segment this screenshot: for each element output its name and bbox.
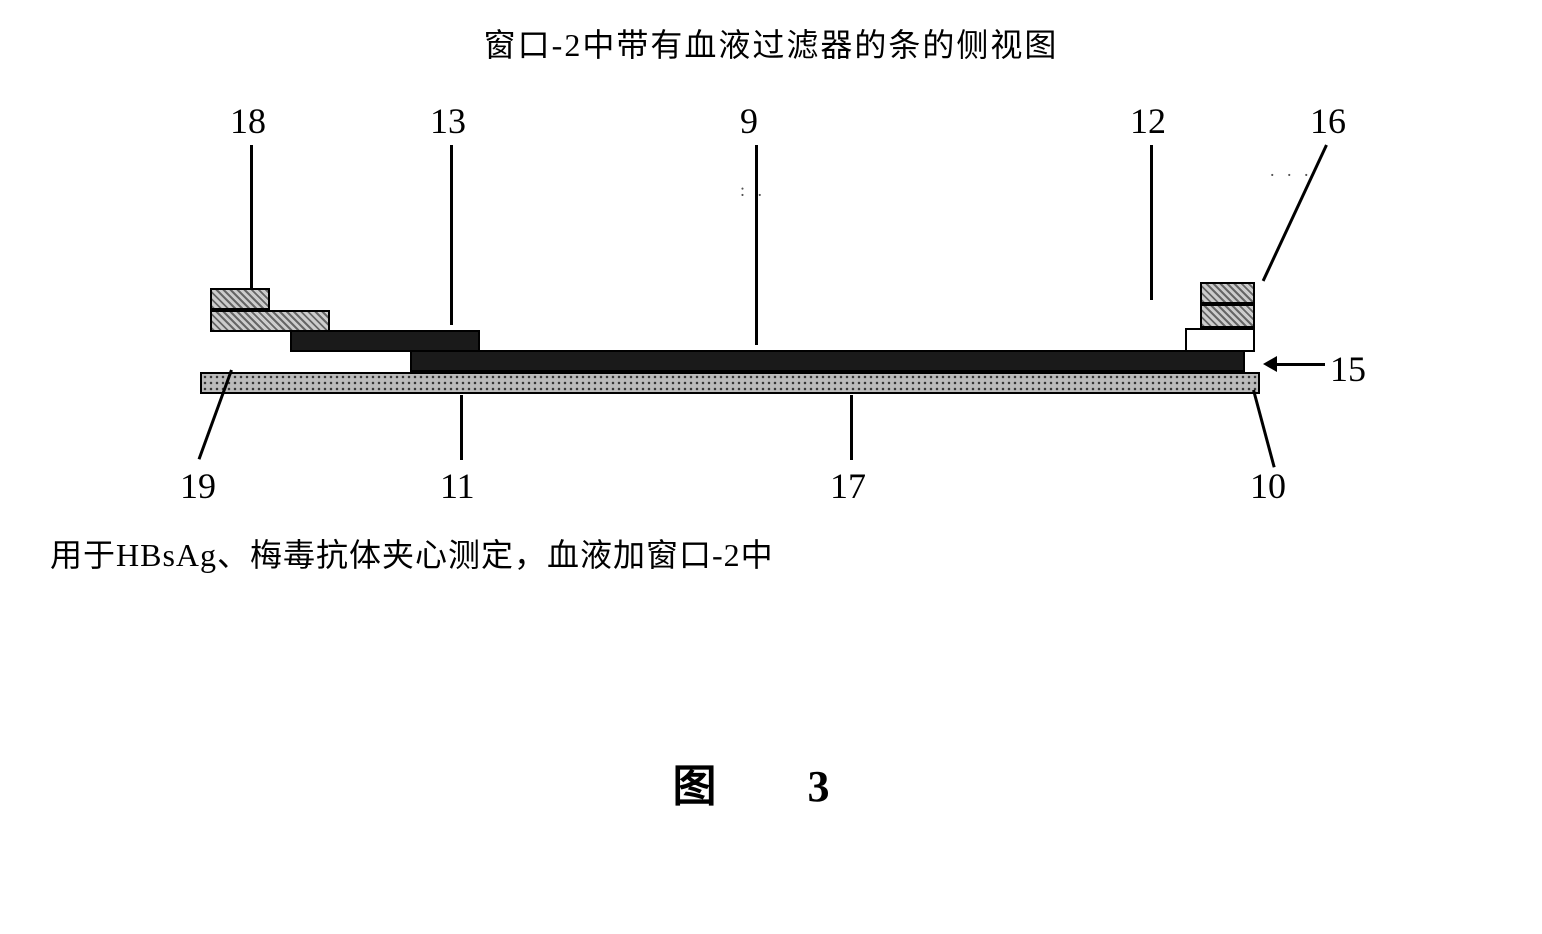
layer-block-left <box>210 288 270 310</box>
label-13: 13 <box>430 100 466 142</box>
layer-backing <box>200 372 1260 394</box>
diagram-area: 18 13 9 12 16 : . . . . 15 19 11 17 10 <box>180 100 1360 500</box>
strip <box>180 300 1360 400</box>
leader-10 <box>1252 390 1276 468</box>
diagram-caption: 用于HBsAg、梅毒抗体夹心测定，血液加窗口-2中 <box>50 530 774 576</box>
layer-sample-pad <box>210 310 330 332</box>
decorative-dots-2: . . . <box>1270 160 1313 181</box>
label-16: 16 <box>1310 100 1346 142</box>
leader-13 <box>450 145 453 325</box>
leader-11 <box>460 395 463 460</box>
label-12: 12 <box>1130 100 1166 142</box>
leader-12 <box>1150 145 1153 300</box>
layer-wick-right <box>1185 328 1255 352</box>
figure-number: 图 3 <box>673 750 870 814</box>
layer-membrane <box>410 350 1245 372</box>
label-11: 11 <box>440 465 475 507</box>
decorative-dots-1: : . <box>740 180 766 201</box>
label-17: 17 <box>830 465 866 507</box>
layer-block-right <box>1200 304 1255 328</box>
label-10: 10 <box>1250 465 1286 507</box>
leader-17 <box>850 395 853 460</box>
label-9: 9 <box>740 100 758 142</box>
label-18: 18 <box>230 100 266 142</box>
label-19: 19 <box>180 465 216 507</box>
leader-18 <box>250 145 253 300</box>
layer-block-right2 <box>1200 282 1255 304</box>
layer-conjugate <box>290 330 480 352</box>
diagram-title: 窗口-2中带有血液过滤器的条的侧视图 <box>484 20 1059 66</box>
